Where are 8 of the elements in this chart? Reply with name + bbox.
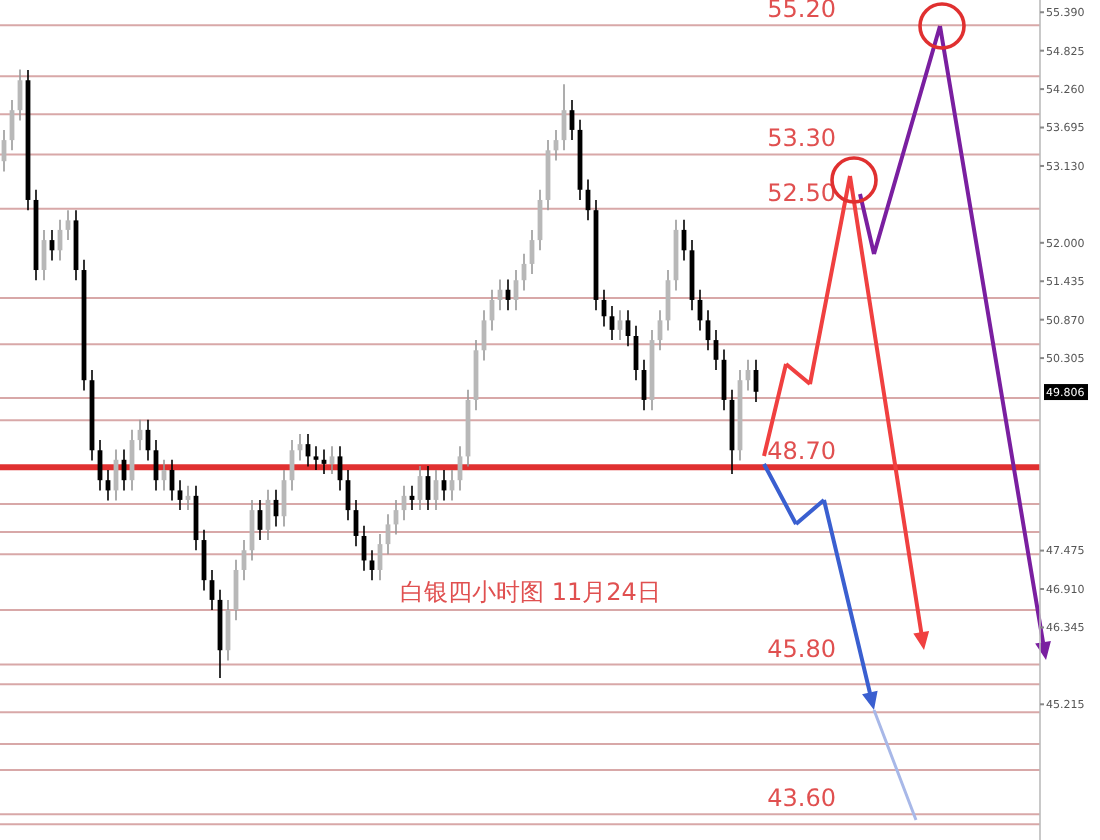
ref-line-label: 48.70 (767, 437, 836, 466)
ref-line-label: 53.30 (767, 124, 836, 153)
ref-line-label: 52.50 (767, 178, 836, 207)
text: 白银四小时图 11月24日 (400, 578, 661, 606)
ref-line-label: 45.80 (767, 634, 836, 663)
ref-line-label: 43.60 (767, 784, 836, 813)
ref-line-label: 55.20 (767, 0, 836, 24)
candlestick (313, 445, 319, 471)
